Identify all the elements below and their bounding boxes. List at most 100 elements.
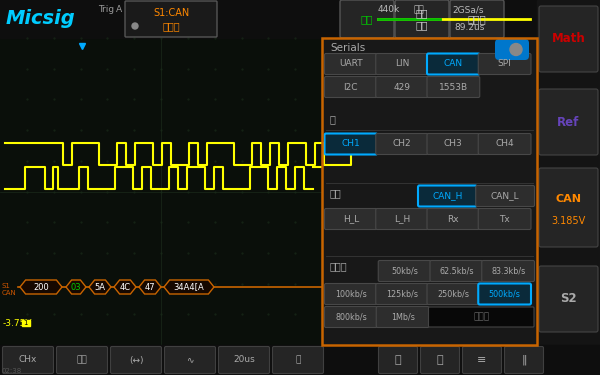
Text: 帧起始: 帧起始 [162,21,180,31]
Text: Trig: Trig [98,6,114,15]
FancyBboxPatch shape [325,76,377,98]
Text: 3.185V: 3.185V [551,216,586,226]
Text: 运行: 运行 [361,14,373,24]
FancyBboxPatch shape [164,346,215,374]
Text: 1: 1 [23,320,28,326]
FancyBboxPatch shape [378,261,431,282]
Text: 429: 429 [394,82,410,92]
Text: CH2: CH2 [393,140,412,148]
Text: 正常: 正常 [413,6,424,15]
FancyBboxPatch shape [539,89,598,155]
FancyBboxPatch shape [482,261,535,282]
FancyBboxPatch shape [56,346,107,374]
Text: 250kb/s: 250kb/s [437,290,469,298]
Text: 02:38: 02:38 [2,368,22,374]
Text: 1553B: 1553B [439,82,468,92]
FancyBboxPatch shape [427,209,480,230]
Text: ‖: ‖ [521,355,527,365]
Text: 125kb/s: 125kb/s [386,290,418,298]
Text: 800kb/s: 800kb/s [335,312,367,321]
Text: 单序列: 单序列 [467,14,487,24]
Text: L_H: L_H [394,214,410,223]
FancyBboxPatch shape [2,346,53,374]
Text: S1: S1 [2,283,11,289]
FancyBboxPatch shape [376,306,429,327]
Text: (↔): (↔) [129,356,143,364]
Circle shape [132,23,138,29]
FancyBboxPatch shape [427,76,480,98]
Polygon shape [66,280,86,294]
Text: CAN_H: CAN_H [432,192,463,201]
Polygon shape [114,280,136,294]
Polygon shape [20,280,62,294]
FancyBboxPatch shape [325,134,377,154]
FancyBboxPatch shape [539,168,598,247]
Text: CAN_L: CAN_L [491,192,520,201]
Bar [22,320,30,326]
FancyBboxPatch shape [376,76,428,98]
Text: CH4: CH4 [496,140,514,148]
FancyBboxPatch shape [463,346,502,374]
FancyBboxPatch shape [325,306,377,327]
Text: 89.2us: 89.2us [454,22,484,32]
Text: S2: S2 [560,292,577,306]
Text: 信号: 信号 [330,188,342,198]
Text: 47: 47 [145,282,155,291]
FancyBboxPatch shape [379,346,418,374]
Polygon shape [164,280,214,294]
Text: ≡: ≡ [478,355,487,365]
Text: LIN: LIN [395,60,409,69]
Bar [537,0,600,375]
Text: CHx: CHx [19,356,37,364]
FancyBboxPatch shape [539,266,598,332]
FancyBboxPatch shape [427,134,480,154]
FancyBboxPatch shape [476,186,535,207]
Text: 34A4[A: 34A4[A [173,282,205,291]
Polygon shape [139,280,161,294]
FancyBboxPatch shape [478,209,531,230]
Text: 📷: 📷 [395,355,401,365]
FancyBboxPatch shape [395,0,449,38]
FancyBboxPatch shape [376,54,428,75]
Text: Rx: Rx [448,214,459,223]
Text: CH1: CH1 [341,140,360,148]
FancyBboxPatch shape [428,307,534,327]
FancyBboxPatch shape [418,186,477,207]
FancyBboxPatch shape [430,261,483,282]
FancyBboxPatch shape [495,39,529,60]
Circle shape [510,44,522,55]
FancyBboxPatch shape [478,54,531,75]
FancyBboxPatch shape [478,284,531,304]
FancyBboxPatch shape [325,209,377,230]
Text: CH3: CH3 [444,140,463,148]
Text: Serials: Serials [330,43,365,53]
Polygon shape [89,280,111,294]
Text: 62.5kb/s: 62.5kb/s [439,267,473,276]
Text: 源: 源 [330,114,336,124]
Text: 5A: 5A [95,282,106,291]
FancyBboxPatch shape [110,346,161,374]
Bar [322,38,537,345]
FancyBboxPatch shape [125,1,217,37]
Text: SPI: SPI [498,60,511,69]
Text: Math: Math [551,33,586,45]
Bar [322,38,537,345]
Text: A: A [116,6,122,15]
Text: Ref: Ref [557,116,580,129]
Text: 💾: 💾 [437,355,443,365]
FancyBboxPatch shape [340,0,394,38]
Text: I2C: I2C [344,82,358,92]
Text: CAN: CAN [2,290,17,296]
Bar [0,345,600,375]
Text: -3.75V: -3.75V [3,318,32,327]
Text: CAN: CAN [444,60,463,69]
Text: ⎯: ⎯ [295,356,301,364]
Text: 03: 03 [71,282,82,291]
Text: 触发: 触发 [77,356,88,364]
FancyBboxPatch shape [325,54,377,75]
Text: 自定义: 自定义 [473,312,490,321]
Text: 1Mb/s: 1Mb/s [391,312,415,321]
FancyBboxPatch shape [478,134,531,154]
FancyBboxPatch shape [376,134,428,154]
FancyBboxPatch shape [421,346,460,374]
